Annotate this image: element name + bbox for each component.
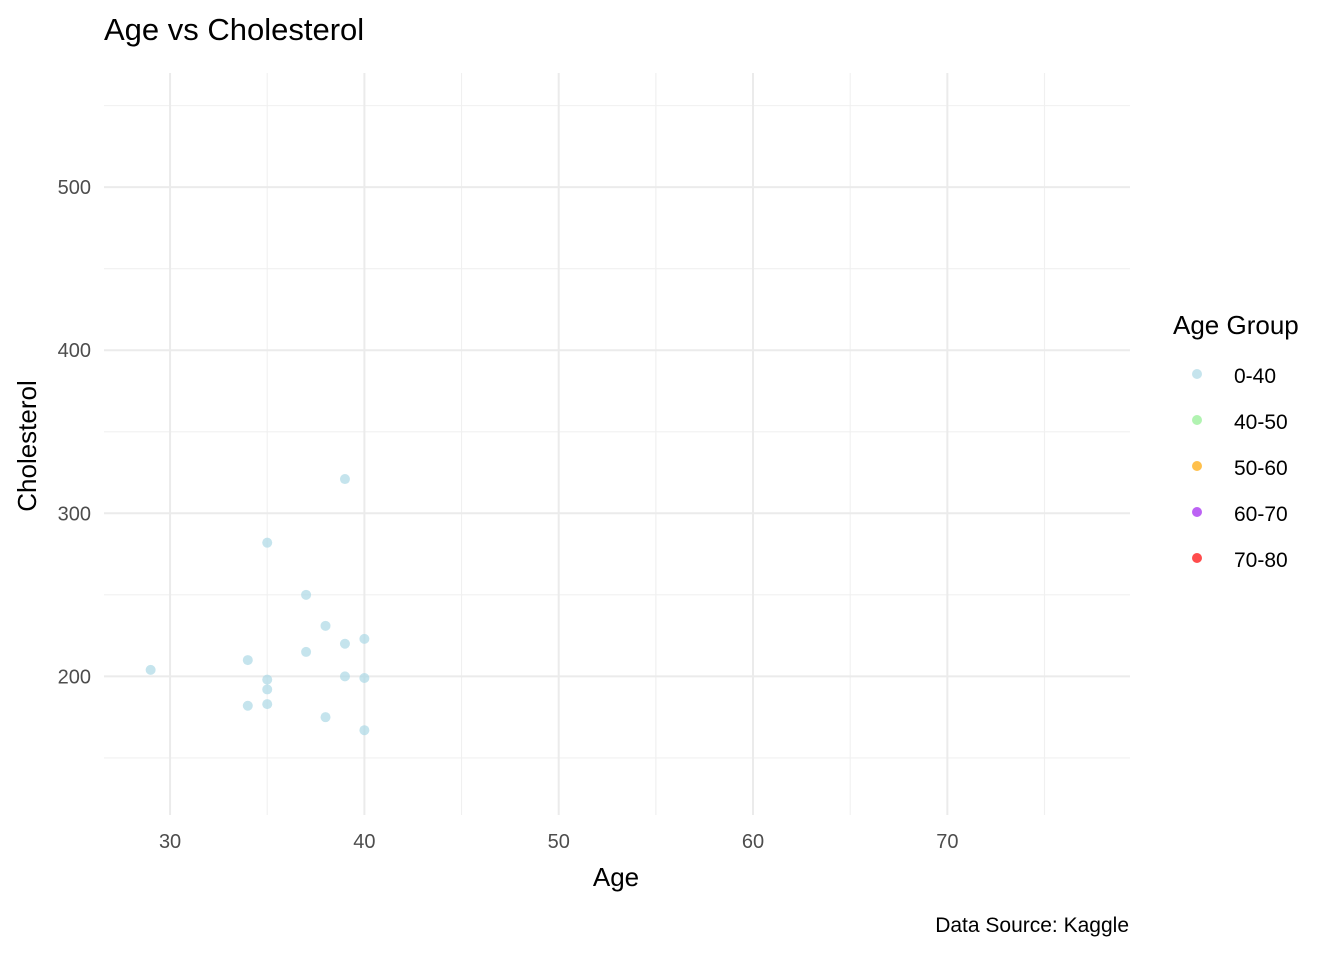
legend-label: 40-50 [1234,411,1288,434]
major-gridlines [104,73,1130,815]
data-point [359,673,369,683]
y-axis-title: Cholesterol [12,380,42,512]
data-point [243,655,253,665]
data-point [146,665,156,675]
y-tick-label: 400 [58,340,91,362]
data-point [359,634,369,644]
legend-entries: 0-40 40-50 50-60 60-70 70-80 [1192,365,1288,572]
data-point [340,639,350,649]
legend-label: 60-70 [1234,503,1288,526]
x-tick-label: 40 [353,831,375,853]
x-tick-label: 70 [936,831,958,853]
x-tick-label: 50 [548,831,570,853]
data-point [262,675,272,685]
chart-title: Age vs Cholesterol [104,12,364,47]
caption: Data Source: Kaggle [935,914,1129,937]
legend-title: Age Group [1173,310,1299,340]
legend: Age Group 0-40 40-50 50-60 60-70 70-80 [1173,310,1299,572]
x-axis-title: Age [593,862,639,892]
legend-key [1192,415,1202,425]
minor-gridlines [104,73,1130,815]
y-tick-label: 300 [58,503,91,525]
y-tick-label: 500 [58,177,91,199]
data-point [243,701,253,711]
data-point [321,712,331,722]
legend-key [1192,461,1202,471]
x-axis-ticks: 30 40 50 60 70 [159,831,959,853]
data-point [301,590,311,600]
data-point [340,474,350,484]
data-point [262,538,272,548]
data-point [359,725,369,735]
x-tick-label: 60 [742,831,764,853]
y-tick-label: 200 [58,666,91,688]
data-point [262,699,272,709]
legend-key [1192,553,1202,563]
data-point [262,684,272,694]
legend-label: 70-80 [1234,549,1288,572]
x-tick-label: 30 [159,831,181,853]
legend-label: 50-60 [1234,457,1288,480]
data-point [321,621,331,631]
data-point [301,647,311,657]
legend-label: 0-40 [1234,365,1276,388]
data-point [340,671,350,681]
legend-key [1192,507,1202,517]
legend-key [1192,369,1202,379]
y-axis-ticks: 200 300 400 500 [58,177,91,688]
